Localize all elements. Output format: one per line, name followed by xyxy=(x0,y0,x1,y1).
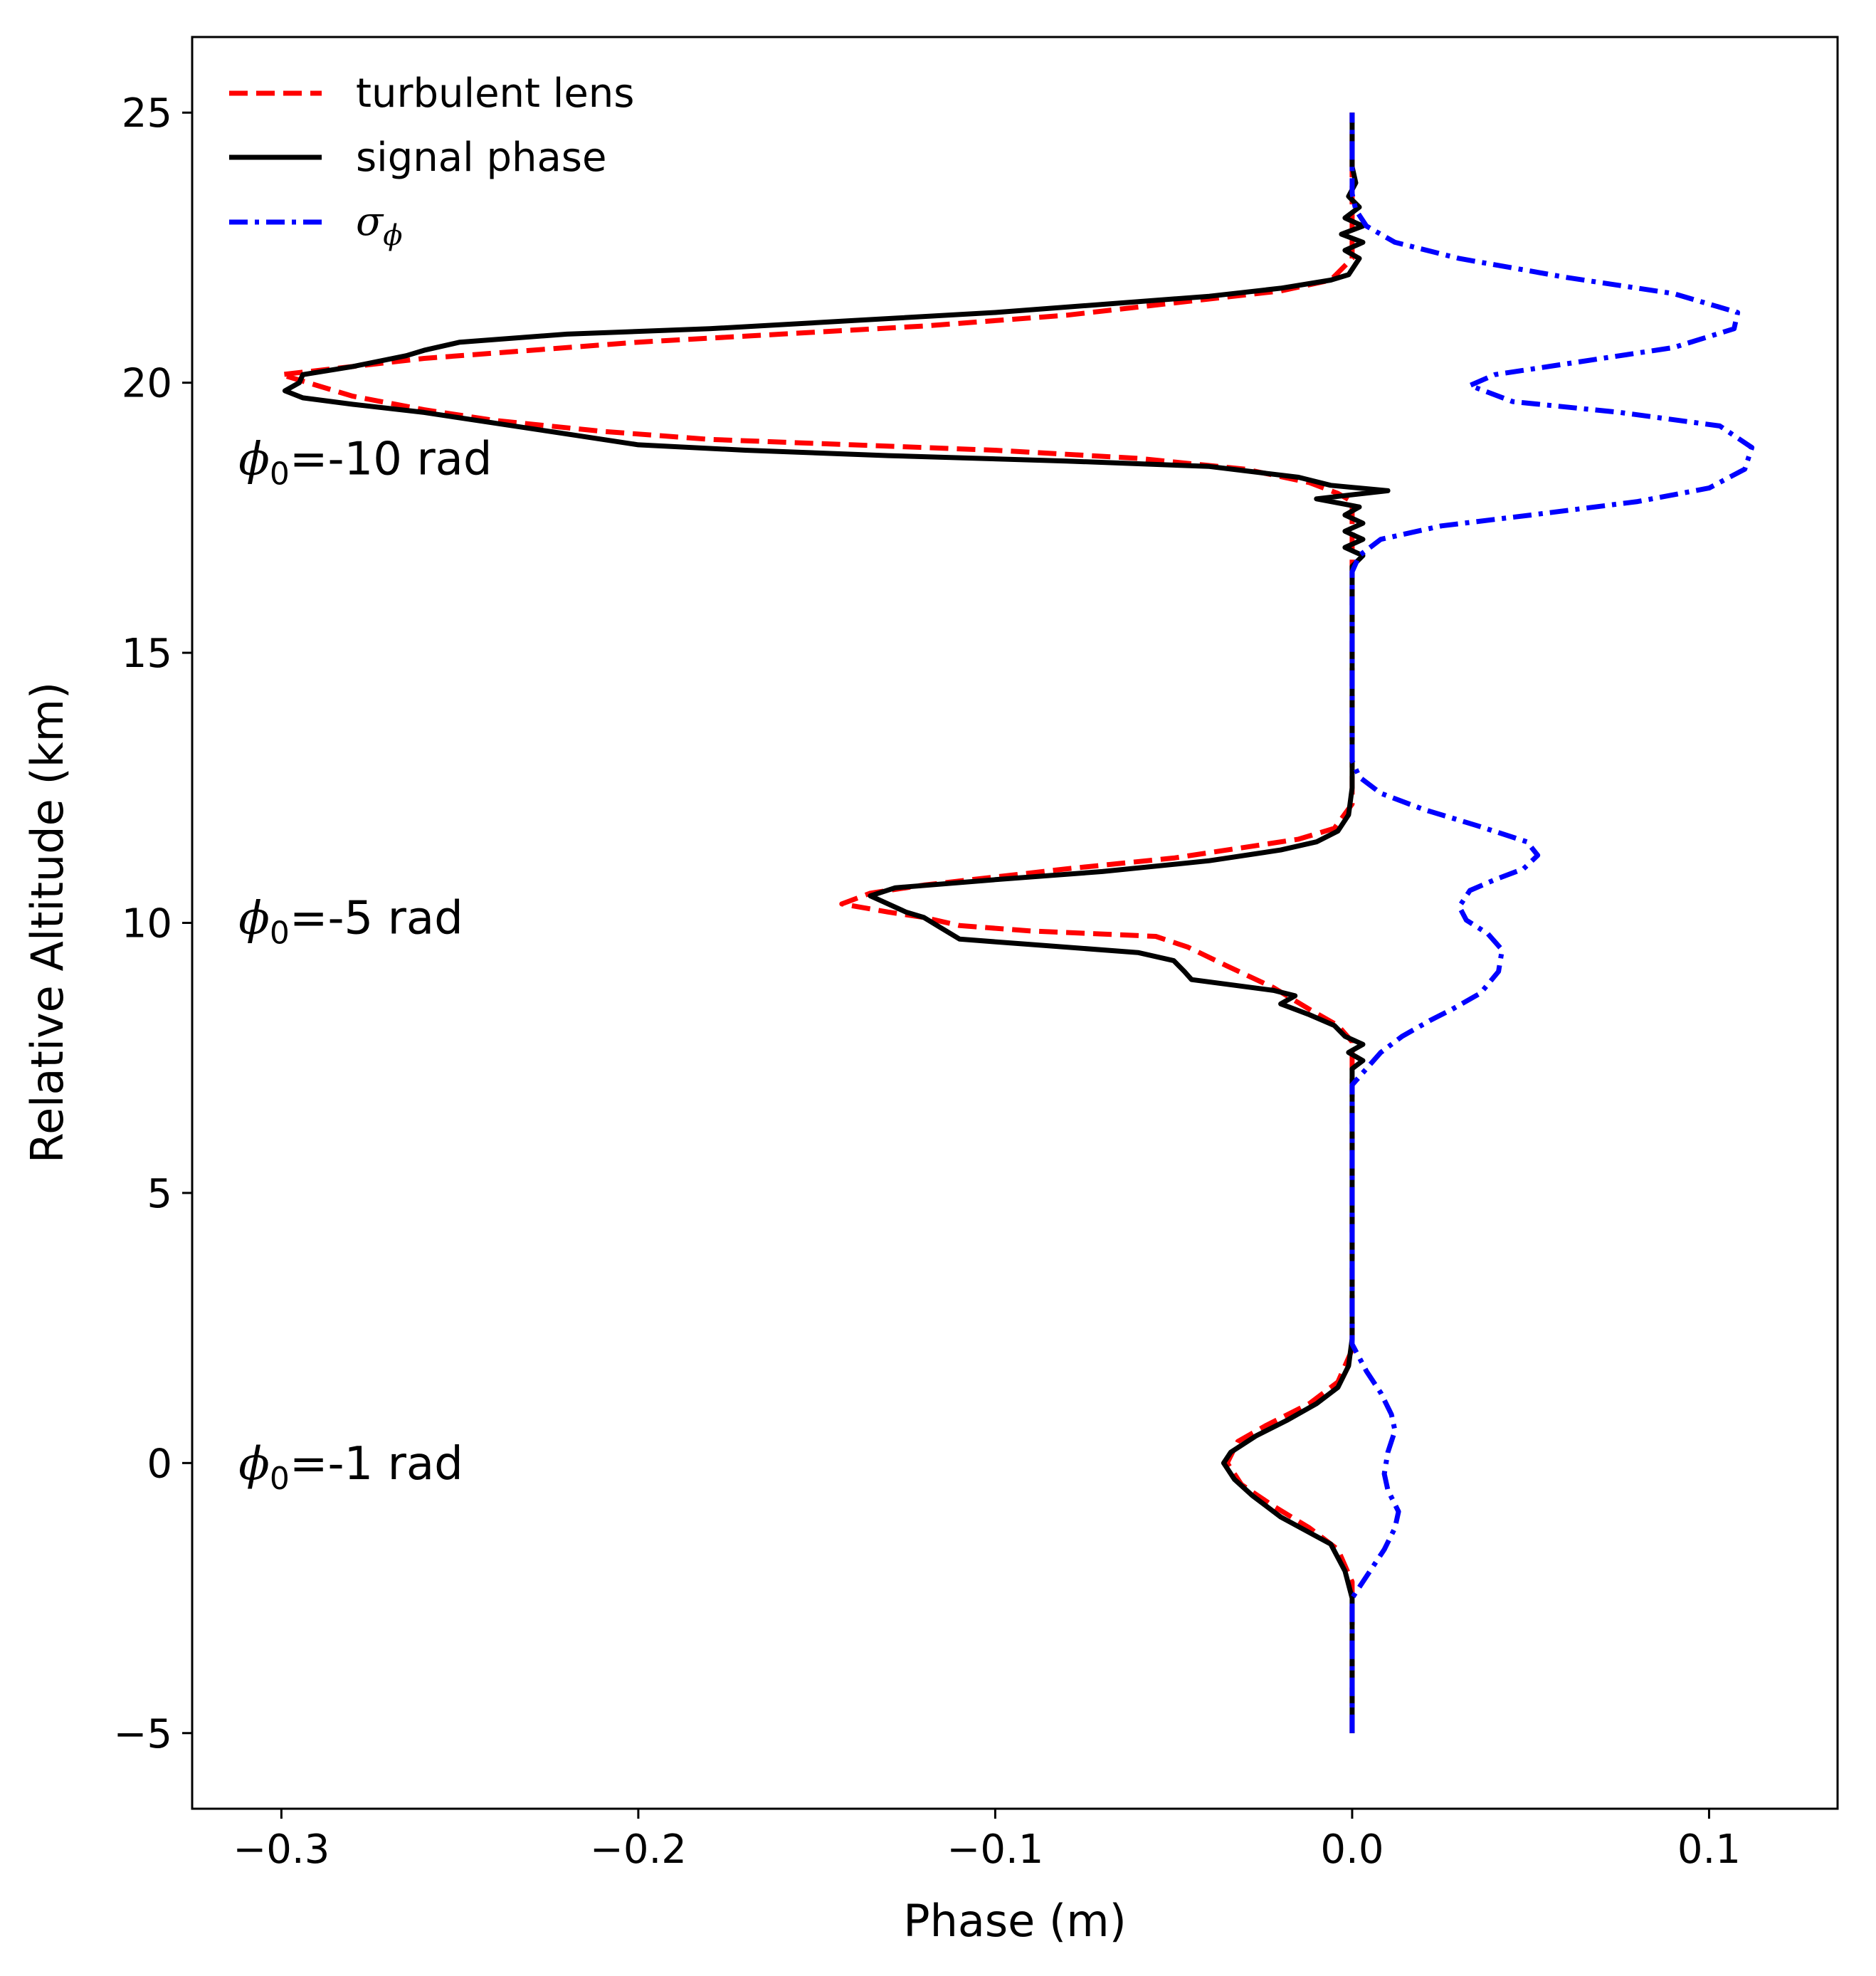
series-layer xyxy=(278,112,1755,1733)
annotation-subscript: 0 xyxy=(270,456,290,493)
annotation-symbol: ϕ xyxy=(238,433,270,486)
annotation-subscript: 0 xyxy=(270,915,290,952)
y-tick-label: 15 xyxy=(122,631,172,677)
legend-label-turbulent-lens: turbulent lens xyxy=(356,70,634,117)
legend-label-signal-phase: signal phase xyxy=(356,135,606,181)
annotation-text: =-1 rad xyxy=(290,1438,463,1491)
x-axis-label: Phase (m) xyxy=(903,1895,1127,1947)
x-tick-label: 0.1 xyxy=(1677,1827,1741,1873)
x-tick-label: −0.3 xyxy=(233,1827,330,1873)
legend-sigma-symbol: σ xyxy=(356,199,384,245)
annotation-text: =-5 rad xyxy=(290,893,463,945)
x-tick-label: 0.0 xyxy=(1320,1827,1384,1873)
x-tick-label: −0.2 xyxy=(590,1827,687,1873)
annotation-symbol: ϕ xyxy=(238,1438,270,1491)
y-tick-label: 25 xyxy=(122,90,172,137)
annotation-subscript: 0 xyxy=(270,1461,290,1497)
annotation-phi0: ϕ0=-10 rad xyxy=(238,433,492,493)
y-axis-label: Relative Altitude (km) xyxy=(21,682,73,1163)
annotation-text: =-10 rad xyxy=(290,433,492,486)
y-tick-label: 0 xyxy=(147,1441,172,1487)
series-line-sigma-phi xyxy=(1349,112,1755,1733)
y-tick-label: −5 xyxy=(113,1711,172,1757)
legend: turbulent lens signal phase σϕ xyxy=(229,70,634,252)
legend-sigma-subscript: ϕ xyxy=(383,219,402,252)
annotation-symbol: ϕ xyxy=(238,893,270,945)
legend-label-sigma-phi: σϕ xyxy=(356,199,403,252)
ticks-layer: −0.3 −0.2 −0.1 0.0 0.1 −5 0 5 10 15 20 25 xyxy=(113,90,1741,1873)
annotation-phi0: ϕ0=-5 rad xyxy=(238,893,463,952)
x-tick-label: −0.1 xyxy=(947,1827,1043,1873)
series-line-turbulent-lens xyxy=(278,112,1355,1733)
y-tick-label: 10 xyxy=(122,901,172,947)
y-tick-label: 20 xyxy=(122,361,172,407)
y-tick-label: 5 xyxy=(147,1171,172,1217)
annotation-phi0: ϕ0=-1 rad xyxy=(238,1438,463,1497)
